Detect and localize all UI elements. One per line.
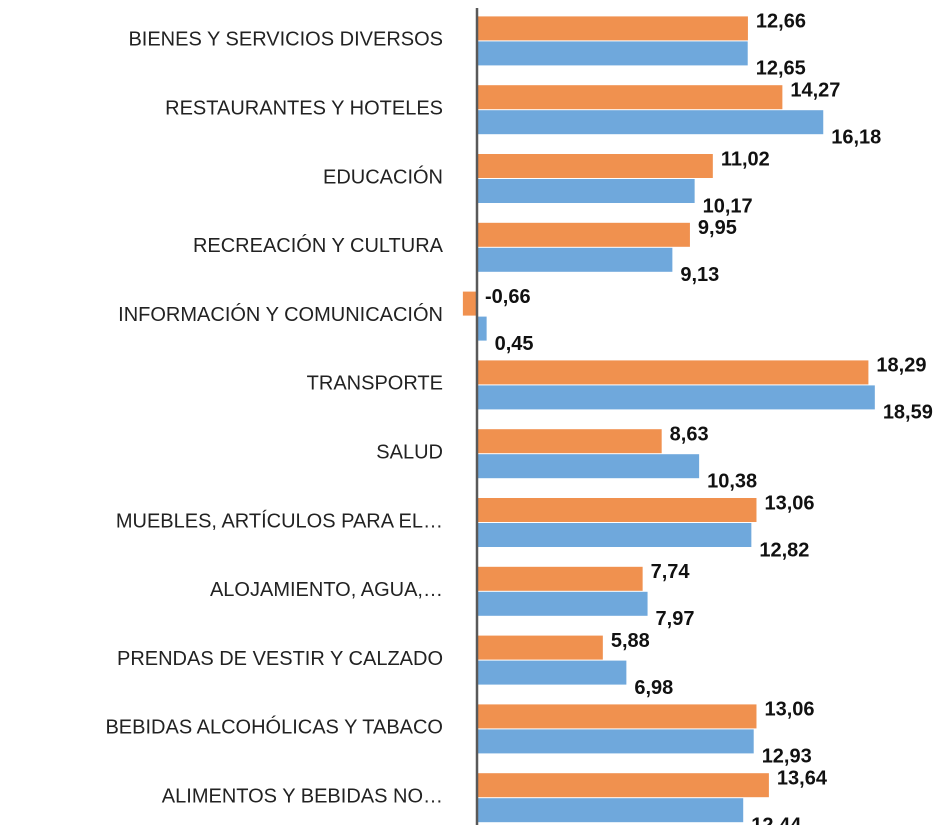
value-label: -0,66 bbox=[485, 286, 531, 308]
value-label: 13,06 bbox=[764, 492, 814, 514]
category-label: ALIMENTOS Y BEBIDAS NO… bbox=[162, 785, 443, 807]
value-label: 12,93 bbox=[762, 746, 812, 768]
bar bbox=[477, 660, 627, 685]
bar bbox=[477, 523, 752, 547]
value-label: 13,06 bbox=[764, 699, 814, 721]
bar bbox=[477, 498, 757, 522]
value-label: 13,64 bbox=[777, 767, 828, 789]
value-label: 11,02 bbox=[721, 148, 770, 170]
value-label: 12,44 bbox=[751, 814, 802, 825]
bar bbox=[477, 16, 748, 41]
value-label: 10,38 bbox=[707, 470, 757, 492]
bar bbox=[477, 110, 824, 135]
value-label: 7,97 bbox=[656, 608, 695, 630]
category-label: SALUD bbox=[376, 441, 443, 463]
value-label: 10,17 bbox=[703, 195, 753, 217]
category-label: MUEBLES, ARTÍCULOS PARA EL… bbox=[116, 509, 443, 532]
value-label: 6,98 bbox=[634, 677, 673, 699]
bar bbox=[477, 247, 673, 272]
value-label: 7,74 bbox=[651, 561, 691, 583]
category-label: INFORMACIÓN Y COMUNICACIÓN bbox=[118, 303, 443, 326]
value-label: 14,27 bbox=[790, 79, 840, 101]
bar bbox=[477, 773, 769, 798]
bar bbox=[477, 635, 603, 660]
bar bbox=[477, 154, 713, 178]
value-label: 9,13 bbox=[680, 264, 719, 286]
value-label: 0,45 bbox=[495, 333, 534, 355]
bar bbox=[477, 798, 744, 823]
value-label: 9,95 bbox=[698, 217, 737, 239]
value-label: 12,82 bbox=[759, 539, 809, 561]
value-label: 16,18 bbox=[831, 126, 881, 148]
value-label: 12,66 bbox=[756, 11, 806, 33]
bar bbox=[477, 360, 869, 385]
bar bbox=[477, 429, 662, 454]
value-label: 12,65 bbox=[756, 58, 806, 80]
value-label: 18,29 bbox=[876, 355, 926, 377]
bar bbox=[477, 704, 757, 729]
bar bbox=[477, 729, 754, 754]
bar bbox=[477, 591, 648, 616]
bar bbox=[477, 41, 748, 66]
bar bbox=[477, 454, 700, 479]
value-label: 18,59 bbox=[883, 402, 933, 424]
bar bbox=[477, 85, 783, 110]
value-label: 8,63 bbox=[670, 423, 709, 445]
bar bbox=[462, 291, 477, 316]
category-label: TRANSPORTE bbox=[307, 373, 443, 395]
bar bbox=[477, 179, 695, 203]
category-label: BEBIDAS ALCOHÓLICAS Y TABACO bbox=[105, 716, 443, 739]
bar bbox=[477, 222, 690, 247]
category-label: RECREACIÓN Y CULTURA bbox=[193, 234, 444, 257]
value-label: 5,88 bbox=[611, 630, 650, 652]
category-label: BIENES Y SERVICIOS DIVERSOS bbox=[128, 29, 443, 51]
bar bbox=[477, 316, 487, 341]
category-label: ALOJAMIENTO, AGUA,… bbox=[210, 579, 443, 601]
bar bbox=[477, 385, 875, 410]
bar bbox=[477, 566, 643, 591]
category-label: PRENDAS DE VESTIR Y CALZADO bbox=[117, 648, 443, 670]
category-label: EDUCACIÓN bbox=[323, 165, 443, 188]
category-label: RESTAURANTES Y HOTELES bbox=[165, 97, 443, 119]
